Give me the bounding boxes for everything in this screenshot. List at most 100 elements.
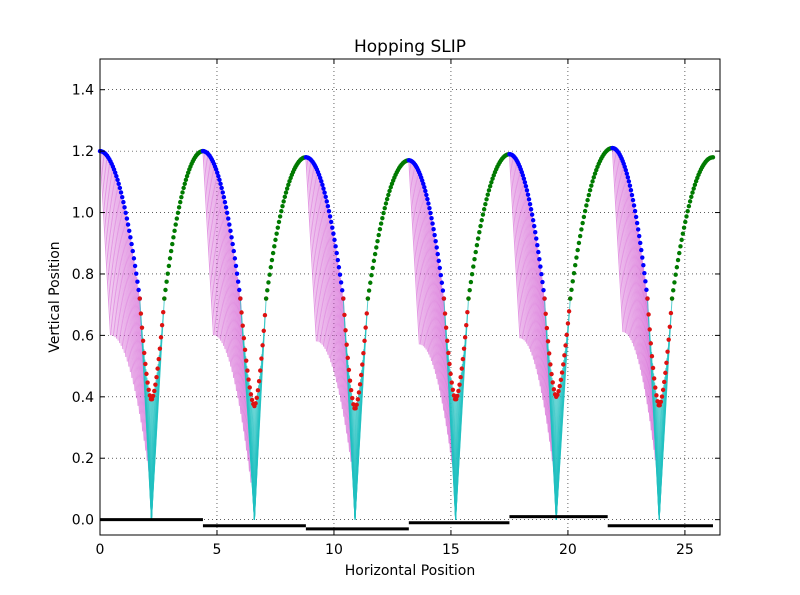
descent-point (537, 257, 542, 262)
stance-point (140, 338, 146, 344)
leg-line-flight (619, 156, 632, 341)
stance-point (241, 335, 247, 341)
ascent-point (483, 201, 488, 207)
ascent-point (690, 190, 695, 195)
ascent-point (275, 225, 281, 230)
ascent-point (378, 221, 384, 226)
descent-point (437, 265, 442, 271)
stance-point (451, 393, 457, 398)
ascent-point (172, 228, 177, 234)
leg-line-stance (455, 298, 469, 520)
ascent-point (574, 255, 579, 260)
stance-point (557, 383, 562, 389)
descent-point (222, 199, 228, 205)
ascent-point (568, 296, 573, 301)
ascent-point (485, 192, 490, 197)
stance-point (157, 346, 163, 351)
y-tick-label: 0.8 (72, 267, 94, 283)
stance-point (137, 296, 142, 301)
ascent-point (387, 188, 392, 194)
descent-point (220, 190, 225, 195)
stance-point (665, 349, 670, 354)
ascent-point (184, 173, 190, 179)
ascent-point (678, 244, 683, 249)
ascent-point (475, 236, 481, 241)
leg-line-flight (222, 193, 235, 378)
leg-line-flight (419, 173, 431, 358)
stance-point (363, 325, 368, 330)
leg-line-flight (625, 170, 637, 355)
descent-point (639, 247, 644, 253)
descent-point (135, 279, 140, 284)
stance-point (664, 360, 669, 365)
ascent-point (280, 203, 285, 209)
leg-line-flight (525, 184, 537, 370)
leg-line-flight (514, 157, 526, 342)
leg-line-flight (412, 162, 424, 347)
ascent-point (673, 272, 678, 277)
stance-point (441, 296, 447, 301)
stance-point (662, 379, 667, 385)
descent-point (128, 235, 133, 240)
descent-point (527, 201, 533, 207)
leg-line-flight (628, 180, 640, 365)
x-tick-label: 5 (213, 542, 222, 558)
leg-line-flight (224, 200, 236, 385)
stance-point (152, 388, 157, 394)
stance-point (342, 312, 347, 318)
leg-line-flight (420, 176, 433, 362)
stance-point (259, 356, 264, 361)
descent-point (632, 208, 638, 214)
descent-point (136, 287, 141, 293)
ascent-point (166, 263, 172, 269)
stance-point (138, 311, 144, 316)
leg-line-flight (432, 226, 445, 411)
stance-point (153, 382, 158, 387)
descent-point (321, 186, 326, 191)
leg-line-flight (530, 208, 543, 393)
ascent-point (684, 214, 689, 219)
y-tick-label: 1.2 (72, 144, 94, 160)
descent-point (120, 194, 125, 200)
stance-point (353, 406, 358, 411)
descent-point (630, 197, 636, 203)
descent-point (629, 192, 635, 198)
ascent-point (365, 296, 371, 301)
descent-point (640, 255, 645, 260)
descent-point (319, 179, 324, 184)
leg-line-flight (205, 151, 217, 337)
leg-line-flight (522, 175, 534, 360)
descent-point (624, 171, 630, 176)
stance-point (350, 395, 355, 401)
stance-point (551, 387, 557, 392)
ascent-point (277, 214, 283, 219)
y-tick-label: 0.6 (72, 328, 94, 344)
leg-line-flight (629, 185, 641, 370)
stance-point (456, 388, 461, 394)
stance-point (249, 397, 255, 403)
descent-point (626, 179, 632, 184)
descent-point (529, 212, 535, 217)
descent-point (540, 279, 545, 285)
leg-line-flight (318, 174, 330, 359)
ascent-point (479, 218, 484, 223)
leg-line-flight (331, 224, 343, 410)
stance-point (261, 328, 266, 334)
descent-point (428, 210, 433, 216)
ascent-point (586, 192, 592, 198)
descent-point (221, 194, 227, 200)
leg-line-flight (637, 228, 650, 413)
leg-line-flight (638, 237, 651, 422)
leg-line-flight (238, 287, 250, 472)
descent-point (533, 230, 538, 235)
leg-line-flight (523, 180, 536, 365)
leg-line-flight (308, 158, 320, 343)
ascent-point (570, 279, 575, 284)
stance-point (455, 393, 460, 399)
leg-line-flight (325, 198, 338, 383)
leg-line-flight (436, 250, 449, 435)
descent-point (334, 250, 339, 256)
stance-point (356, 390, 362, 395)
x-tick-label: 0 (96, 542, 105, 558)
